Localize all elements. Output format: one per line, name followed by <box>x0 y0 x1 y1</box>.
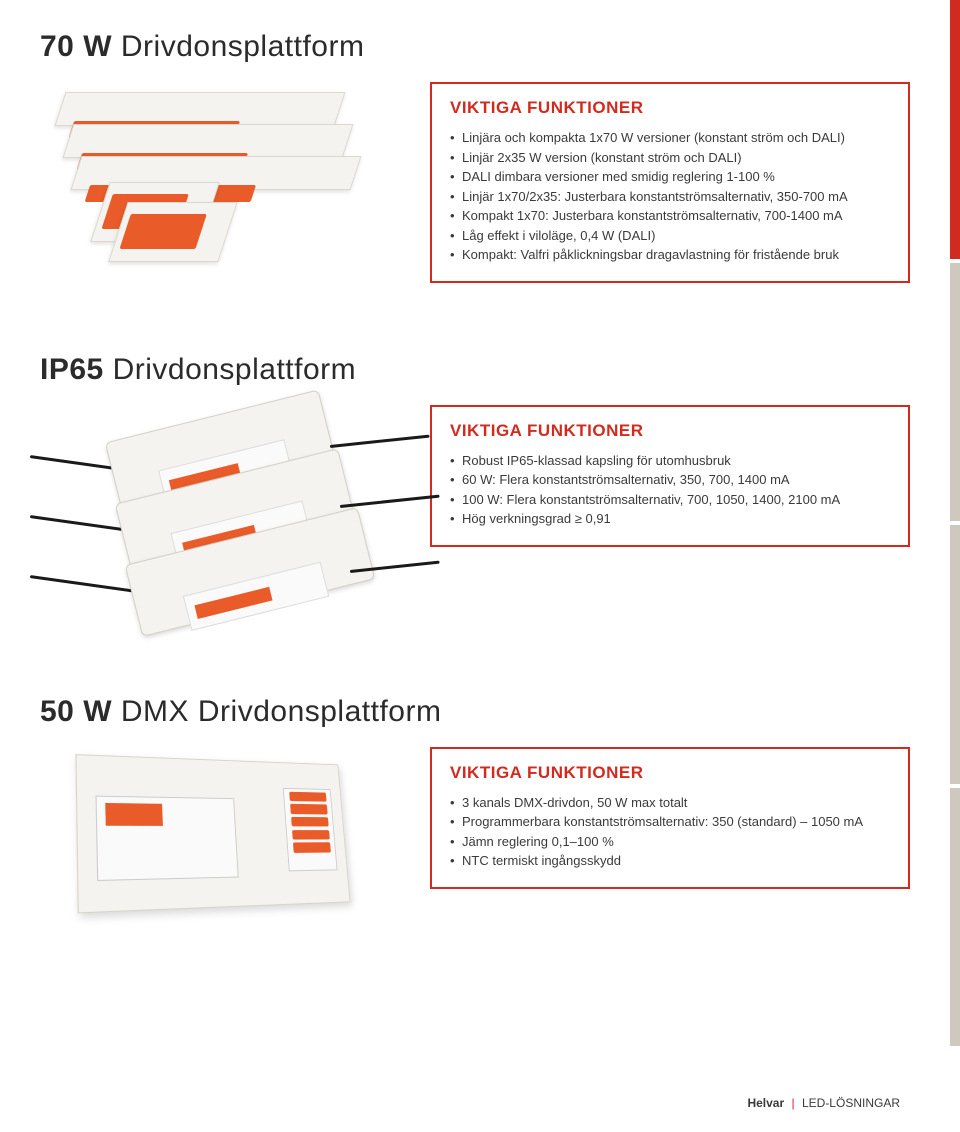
feature-item: Linjär 2x35 W version (konstant ström oc… <box>450 148 890 168</box>
section-50w-dmx: 50 W DMX Drivdonsplattform VIKTIGA FUNKT… <box>40 695 910 947</box>
feature-item: Programmerbara konstantströmsalternativ:… <box>450 812 890 832</box>
feature-item: 3 kanals DMX-drivdon, 50 W max totalt <box>450 793 890 813</box>
feature-item: Linjära och kompakta 1x70 W versioner (k… <box>450 128 890 148</box>
feature-item: Hög verkningsgrad ≥ 0,91 <box>450 509 890 529</box>
section-title-50w: 50 W DMX Drivdonsplattform <box>40 695 910 729</box>
section-title-70w: 70 W Drivdonsplattform <box>40 30 910 64</box>
feature-item: 100 W: Flera konstantströmsalternativ, 7… <box>450 490 890 510</box>
footer-text: LED-LÖSNINGAR <box>802 1096 900 1110</box>
feature-item: 60 W: Flera konstantströmsalternativ, 35… <box>450 470 890 490</box>
section-body: VIKTIGA FUNKTIONER Robust IP65-klassad k… <box>40 405 910 625</box>
feature-item: Jämn reglering 0,1–100 % <box>450 832 890 852</box>
section-body: VIKTIGA FUNKTIONER 3 kanals DMX-drivdon,… <box>40 747 910 947</box>
feature-item: NTC termiskt ingångsskydd <box>450 851 890 871</box>
product-image-70w <box>40 82 420 262</box>
feature-header: VIKTIGA FUNKTIONER <box>450 763 890 783</box>
feature-box-70w: VIKTIGA FUNKTIONER Linjära och kompakta … <box>430 82 910 283</box>
feature-list-70w: Linjära och kompakta 1x70 W versioner (k… <box>450 128 890 265</box>
feature-item: Kompakt 1x70: Justerbara konstantströmsa… <box>450 206 890 226</box>
section-title-ip65: IP65 Drivdonsplattform <box>40 353 910 387</box>
feature-item: Kompakt: Valfri påklickningsbar dragavla… <box>450 245 890 265</box>
section-body: VIKTIGA FUNKTIONER Linjära och kompakta … <box>40 82 910 283</box>
title-rest: Drivdonsplattform <box>113 353 357 386</box>
feature-header: VIKTIGA FUNKTIONER <box>450 421 890 441</box>
sidebar-segment <box>950 525 960 784</box>
feature-list-50w: 3 kanals DMX-drivdon, 50 W max totalt Pr… <box>450 793 890 871</box>
feature-list-ip65: Robust IP65-klassad kapsling för utomhus… <box>450 451 890 529</box>
feature-item: Linjär 1x70/2x35: Justerbara konstantstr… <box>450 187 890 207</box>
footer-separator: | <box>792 1096 795 1110</box>
sidebar-segment <box>950 263 960 522</box>
page-footer: Helvar | LED-LÖSNINGAR <box>747 1096 900 1110</box>
footer-brand: Helvar <box>747 1096 784 1110</box>
section-ip65: IP65 Drivdonsplattform VIKTIGA FUNKTIONE… <box>40 353 910 625</box>
feature-header: VIKTIGA FUNKTIONER <box>450 98 890 118</box>
title-bold: 50 W <box>40 695 112 728</box>
page-progress-sidebar <box>950 0 960 1050</box>
sidebar-segment <box>950 788 960 1047</box>
product-image-ip65 <box>40 405 420 625</box>
feature-item: Låg effekt i viloläge, 0,4 W (DALI) <box>450 226 890 246</box>
product-image-50w <box>40 747 420 947</box>
sidebar-segment <box>950 0 960 259</box>
title-rest: DMX Drivdonsplattform <box>121 695 442 728</box>
feature-item: DALI dimbara versioner med smidig regler… <box>450 167 890 187</box>
title-bold: 70 W <box>40 30 112 63</box>
title-rest: Drivdonsplattform <box>121 30 365 63</box>
feature-box-50w: VIKTIGA FUNKTIONER 3 kanals DMX-drivdon,… <box>430 747 910 889</box>
feature-item: Robust IP65-klassad kapsling för utomhus… <box>450 451 890 471</box>
title-bold: IP65 <box>40 353 104 386</box>
feature-box-ip65: VIKTIGA FUNKTIONER Robust IP65-klassad k… <box>430 405 910 547</box>
section-70w: 70 W Drivdonsplattform VIKTIGA FUNKTIONE… <box>40 30 910 283</box>
